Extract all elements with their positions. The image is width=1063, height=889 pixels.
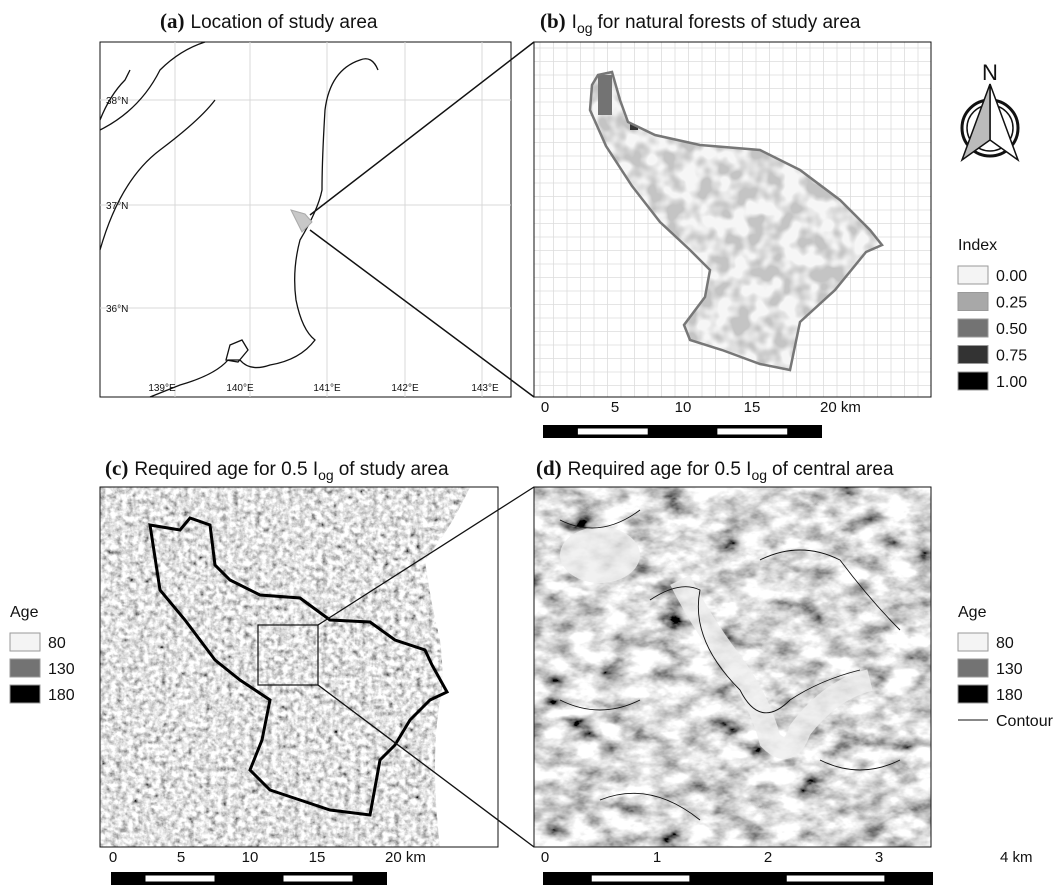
legend-swatch	[958, 659, 988, 677]
title-part: (a)	[160, 9, 185, 33]
scale-label: 15	[309, 849, 326, 866]
legend-label: 0.00	[996, 268, 1027, 285]
legend-label: 130	[996, 661, 1023, 678]
legend-swatch	[958, 319, 988, 337]
legend-title: Age	[958, 604, 987, 621]
lon-label: 139°E	[148, 383, 176, 394]
title-part: og	[318, 467, 334, 483]
panel-title: (a) Location of study area	[160, 9, 378, 33]
legend-title: Index	[958, 237, 997, 254]
legend-swatch	[958, 266, 988, 284]
scale-label: 2	[764, 849, 772, 866]
scale-label: 1	[653, 849, 661, 866]
title-part: og	[751, 467, 767, 483]
title-part: Location of study area	[191, 12, 378, 33]
legend-swatch	[10, 659, 40, 677]
title-part: Required age for 0.5 I	[134, 459, 318, 480]
title-part: for natural forests of study area	[598, 12, 861, 33]
legend-label: 0.50	[996, 321, 1027, 338]
scale-label: 20 km	[385, 849, 426, 866]
lat-label: 38°N	[106, 96, 128, 107]
panel-a	[100, 42, 534, 397]
north-arrow: N	[962, 60, 1018, 160]
panel-d	[534, 487, 931, 847]
title-part: og	[577, 20, 593, 36]
scale-label: 0	[541, 399, 549, 416]
legend-swatch	[958, 372, 988, 390]
scale-label: 3	[875, 849, 883, 866]
scale-label: 10	[675, 399, 692, 416]
panel-title: (d) Required age for 0.5 Iog of central ar…	[536, 456, 894, 483]
legend-swatch	[958, 346, 988, 364]
lon-label: 140°E	[226, 383, 254, 394]
scale-bar-seg	[180, 876, 215, 882]
scale-bar-seg	[613, 429, 648, 435]
lat-label: 36°N	[106, 304, 128, 315]
legend-label: 0.75	[996, 348, 1027, 365]
lon-label: 141°E	[313, 383, 341, 394]
legend-swatch	[958, 633, 988, 651]
title-part: of study area	[339, 459, 449, 480]
legend-label: 0.25	[996, 295, 1027, 312]
title-part: Required age for 0.5 I	[568, 459, 752, 480]
scale-label: 4 km	[1000, 849, 1033, 866]
scale-label: 10	[242, 849, 259, 866]
figure: N 38°N 37°N 36°N 139°E 140°E 141°E 142°E 143°E (…	[0, 0, 1063, 889]
title-part: (c)	[105, 456, 128, 480]
lon-label: 143°E	[471, 383, 499, 394]
scale-label: 0	[109, 849, 117, 866]
legend-label: 180	[996, 687, 1023, 704]
legend-label: 80	[48, 635, 66, 652]
panel-b	[534, 42, 931, 397]
legend-swatch	[10, 685, 40, 703]
scale-label: 5	[611, 399, 619, 416]
legend-label: 80	[996, 635, 1014, 652]
north-label: N	[982, 60, 998, 85]
scale-label: 15	[744, 399, 761, 416]
legend-swatch	[10, 633, 40, 651]
title-part: (b)	[540, 9, 566, 33]
lon-label: 142°E	[391, 383, 419, 394]
scale-bar-seg	[641, 876, 690, 882]
scale-label: 5	[177, 849, 185, 866]
scale-label: 0	[541, 849, 549, 866]
legend-label: 1.00	[996, 374, 1027, 391]
panel-title: (c) Required age for 0.5 Iog of study area	[105, 456, 449, 483]
scale-bar-seg	[752, 429, 787, 435]
scale-bar-seg	[836, 876, 885, 882]
scale-label: 20 km	[820, 399, 861, 416]
legend-title: Age	[10, 604, 39, 621]
legend-swatch	[958, 685, 988, 703]
legend-swatch	[958, 293, 988, 311]
title-part: of central area	[772, 459, 894, 480]
title-part: (d)	[536, 456, 562, 480]
scale-bar-seg	[318, 876, 353, 882]
panel-c	[100, 487, 534, 847]
legend-label: Contour	[996, 713, 1054, 730]
lat-label: 37°N	[106, 201, 128, 212]
legend-label: 180	[48, 687, 75, 704]
legend-label: 130	[48, 661, 75, 678]
